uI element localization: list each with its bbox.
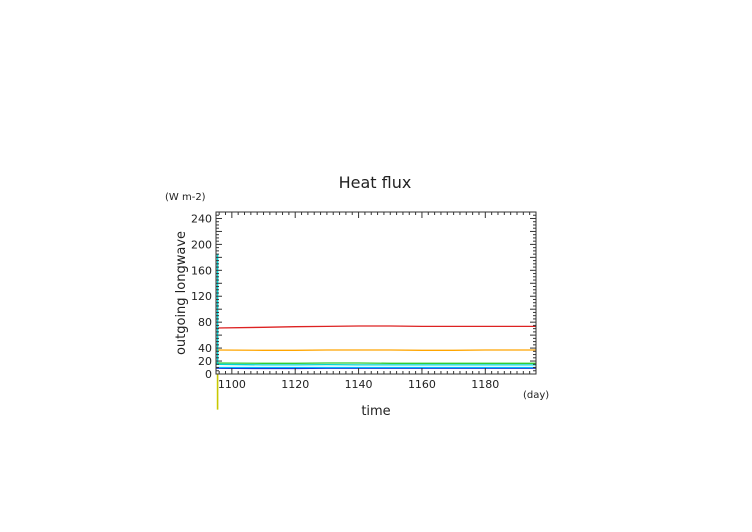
y-axis-label: outgoing longwave <box>174 231 189 355</box>
plot-frame <box>215 211 537 375</box>
x-unit-label: (day) <box>523 390 549 401</box>
y-tick-label: 200 <box>191 238 212 251</box>
x-tick-label: 1160 <box>408 378 436 391</box>
x-tick-label: 1180 <box>471 378 499 391</box>
y-tick-label: 240 <box>191 212 212 225</box>
x-tick-label: 1120 <box>281 378 309 391</box>
series-line-1 <box>215 325 536 329</box>
data-layer <box>215 254 536 410</box>
y-tick-label: 40 <box>198 342 212 355</box>
y-tick-label: 80 <box>198 316 212 329</box>
x-tick-label: 1100 <box>218 378 246 391</box>
series-line-4 <box>215 363 536 366</box>
y-tick-label: 120 <box>191 290 212 303</box>
y-unit-label: (W m-2) <box>165 192 206 203</box>
chart-title: Heat flux <box>339 173 412 192</box>
y-tick-label: 0 <box>205 368 212 381</box>
y-tick-label: 20 <box>198 355 212 368</box>
x-axis-label: time <box>361 404 390 419</box>
y-tick-label: 160 <box>191 264 212 277</box>
x-tick-label: 1140 <box>345 378 373 391</box>
